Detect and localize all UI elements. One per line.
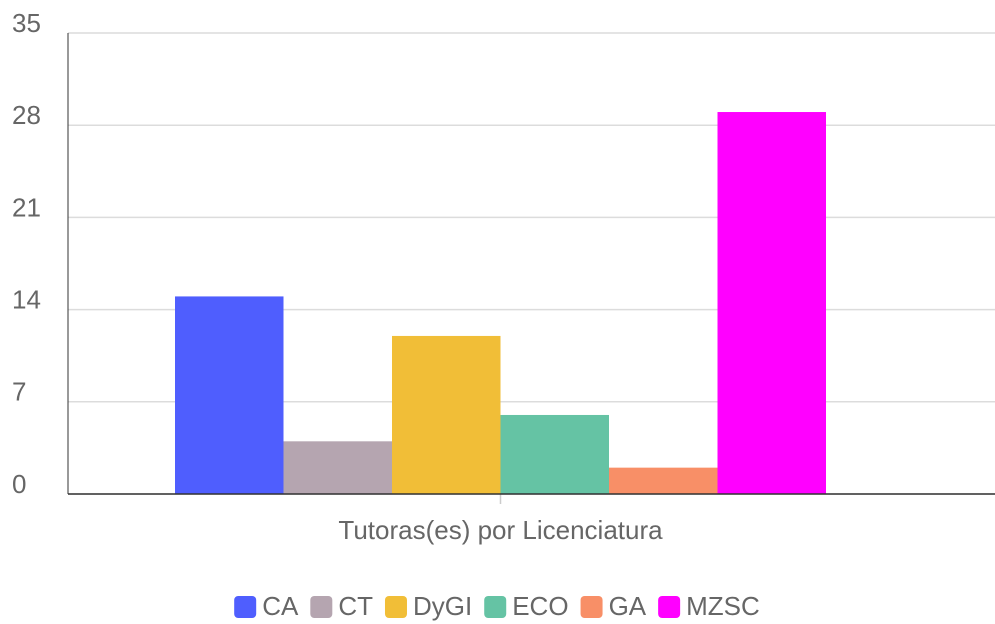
legend-swatch: [234, 596, 257, 618]
y-tick-label: 14: [12, 284, 41, 314]
bar: [609, 467, 718, 494]
legend-label: CA: [262, 591, 299, 621]
bar: [175, 296, 284, 494]
legend-swatch: [484, 596, 507, 618]
bar: [717, 112, 826, 495]
y-tick-label: 0: [12, 469, 26, 499]
y-tick-label: 21: [12, 192, 41, 222]
bar: [392, 335, 501, 494]
bar: [283, 441, 392, 494]
x-tick-label: Tutoras(es) por Licenciatura: [338, 515, 663, 545]
legend-label: CT: [338, 591, 373, 621]
legend-swatch: [658, 596, 681, 618]
legend-label: ECO: [512, 591, 568, 621]
y-tick-label: 35: [12, 8, 41, 38]
bar: [500, 414, 609, 494]
y-tick-label: 28: [12, 100, 41, 130]
legend-label: DyGI: [413, 591, 472, 621]
legend-swatch: [384, 596, 407, 618]
legend-label: GA: [609, 591, 647, 621]
legend-label: MZSC: [686, 591, 760, 621]
legend-swatch: [310, 596, 333, 618]
legend-swatch: [580, 596, 603, 618]
y-tick-label: 7: [12, 377, 26, 407]
